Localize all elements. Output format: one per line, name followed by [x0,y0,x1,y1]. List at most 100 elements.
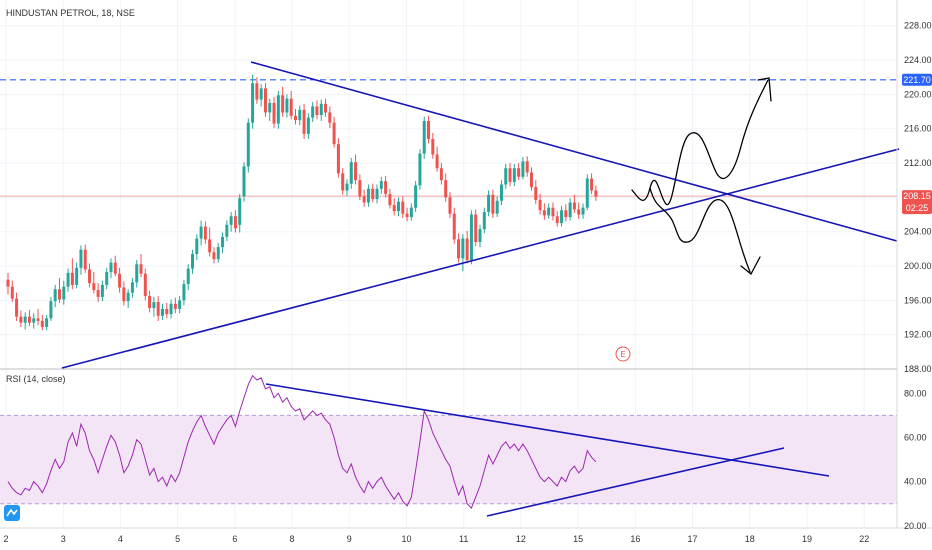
candle [36,308,40,326]
rsi-legend: RSI (14, close) [6,374,66,384]
time-tick-label: 22 [859,534,869,544]
rsi-upper-trendline[interactable] [265,383,830,477]
candle [105,267,109,290]
candle [512,163,516,187]
candle [40,314,44,331]
candle [152,296,156,317]
candle [178,296,182,314]
time-tick-label: 18 [745,534,755,544]
candle [57,278,61,303]
candle [306,113,310,140]
time-tick-label: 16 [630,534,640,544]
price-tick-label: 228.00 [904,21,932,31]
candle [212,247,216,264]
earnings-marker[interactable]: E [615,346,631,362]
candle [298,105,302,126]
candle [203,221,207,244]
price-tick-label: 204.00 [904,227,932,237]
candle [83,244,87,273]
candle [590,173,594,194]
price-tick-label: 188.00 [904,364,932,374]
candle [581,203,585,219]
candle [302,103,306,140]
candle [388,188,392,209]
freehand-drawing[interactable] [631,77,772,275]
candle [156,296,160,321]
candle [165,302,169,319]
time-tick-label: 2 [3,534,8,544]
candle [422,116,426,159]
rsi-axis[interactable]: 20.00 40.00 60.00 80.00 [904,388,927,531]
candle [32,313,36,329]
rsi-tick-label: 40.00 [904,477,927,487]
candle [444,173,448,202]
candle [135,260,139,288]
candle [268,98,272,121]
candle [517,163,521,181]
candle [143,268,147,301]
tradingview-logo-icon[interactable] [4,505,20,521]
candle [19,310,23,327]
candle [401,196,405,218]
trendlines[interactable] [61,61,900,517]
candle [160,303,164,321]
candle [504,163,508,189]
time-tick-label: 15 [573,534,583,544]
price-tick-label: 192.00 [904,330,932,340]
candle [435,146,439,172]
candle [457,233,461,263]
candle [233,210,237,233]
candle [358,174,362,200]
candle [118,267,122,293]
projection-path-bearish[interactable] [649,187,751,273]
candle [495,196,499,218]
candle [371,183,375,203]
candle [208,227,212,257]
candle [186,264,190,291]
arrowhead-bullish[interactable] [757,77,772,102]
price-tick-label: 200.00 [904,261,932,271]
rsi-tick-label: 20.00 [904,521,927,531]
candle [293,108,297,125]
candle [251,74,255,129]
candle [45,314,49,331]
time-tick-label: 19 [802,534,812,544]
candle [49,296,53,321]
candle [225,220,229,242]
time-tick-label: 6 [232,534,237,544]
candle [319,99,323,121]
candle [354,154,358,185]
candle [66,268,70,292]
rsi-tick-label: 80.00 [904,388,927,398]
candle [508,163,512,187]
price-upper-trendline[interactable] [250,61,898,242]
candle [285,94,289,118]
price-tick-label: 196.00 [904,295,932,305]
time-axis[interactable]: 2 3 4 5 6 8 9 10 11 12 15 16 17 18 19 22 [3,534,869,544]
candle [534,180,538,205]
arrowhead-bearish[interactable] [740,256,761,275]
candle [332,116,336,148]
candle [122,281,126,306]
candle [396,197,400,217]
candle [448,192,452,218]
price-lower-trendline[interactable] [61,148,900,369]
candle [547,203,551,219]
candle [349,157,353,189]
candle [564,204,568,222]
candle [62,280,66,305]
candle [375,184,379,204]
candle [199,220,203,246]
rsi-lower-trendline[interactable] [486,447,785,517]
candle [169,299,173,319]
time-tick-label: 5 [175,534,180,544]
candle [139,254,143,278]
candle [88,263,92,288]
alert-price-badge: 221.70 [902,73,932,86]
candle [409,203,413,221]
candle [530,167,534,191]
candle [555,211,559,227]
candle [474,209,478,247]
candle [469,210,473,265]
